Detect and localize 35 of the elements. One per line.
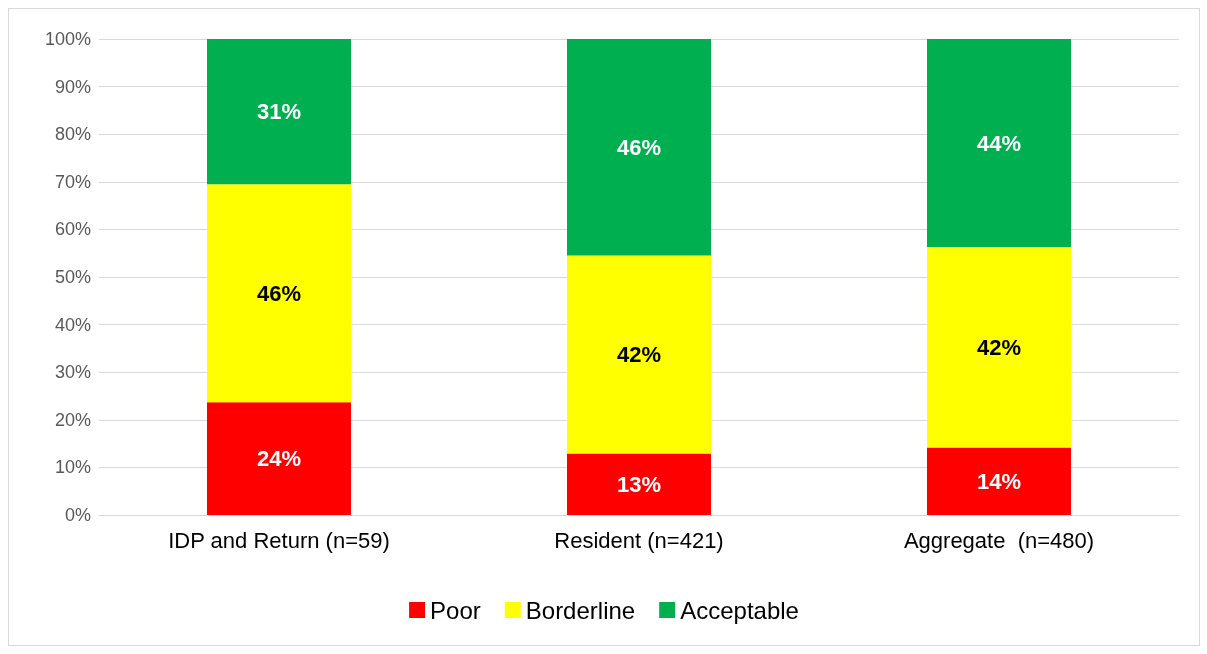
legend-label: Acceptable (680, 596, 799, 624)
y-tick-label: 0% (64, 505, 91, 525)
bar (567, 453, 711, 515)
data-label: 24% (256, 446, 302, 472)
y-tick-label: 70% (54, 171, 91, 192)
bar (927, 447, 1071, 515)
bar (927, 39, 1071, 248)
x-tick-label: Resident (n=421) (554, 527, 724, 553)
y-tick-label: 20% (54, 409, 91, 430)
y-tick-label: 30% (54, 362, 91, 383)
legend-label: Poor (430, 596, 481, 624)
x-tick-label: Aggregate (n=480) (903, 527, 1095, 553)
legend-label: Borderline (525, 596, 636, 624)
y-tick-label: 40% (54, 314, 91, 335)
y-tick-label: 10% (54, 457, 91, 478)
bar (927, 247, 1071, 448)
data-label: 46% (256, 280, 302, 306)
bar (567, 255, 711, 454)
bar (567, 39, 711, 256)
data-label: 42% (976, 334, 1022, 360)
y-tick-label: 100% (44, 29, 91, 49)
bar (207, 402, 351, 515)
bar (207, 39, 351, 185)
bar (207, 184, 351, 403)
data-label: 46% (616, 134, 662, 160)
data-label: 14% (976, 468, 1022, 494)
y-tick-label: 60% (54, 219, 91, 240)
data-label: 13% (616, 471, 662, 497)
data-label: 31% (256, 99, 302, 125)
y-tick-label: 90% (54, 76, 91, 97)
y-tick-label: 50% (54, 267, 91, 287)
data-label: 42% (616, 342, 662, 368)
data-label: 44% (976, 130, 1022, 156)
y-tick-label: 80% (54, 124, 91, 145)
x-tick-label: IDP and Return (n=59) (168, 527, 390, 553)
